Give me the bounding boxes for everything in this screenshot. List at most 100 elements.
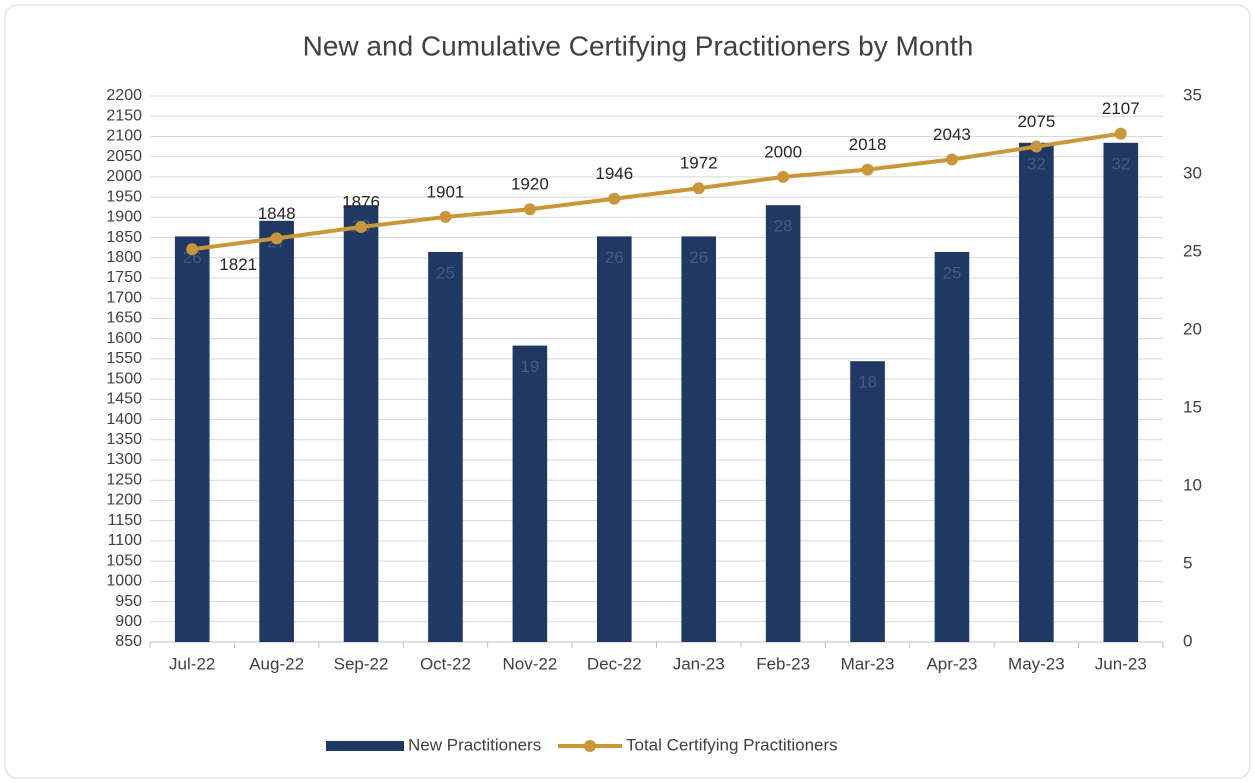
y-tick-label: 2150: [106, 107, 142, 124]
bar: [343, 205, 379, 642]
bar: [1019, 142, 1054, 643]
bar: [259, 220, 294, 643]
y-tick-label: 850: [115, 633, 142, 650]
legend-label: Total Certifying Practitioners: [626, 735, 838, 754]
y-tick-label: 1050: [106, 552, 142, 569]
x-tick-label: Sep-22: [334, 654, 389, 673]
line-marker: [608, 192, 621, 205]
bar-label: 18: [858, 373, 877, 392]
y-tick-label: 1450: [106, 391, 142, 408]
y-tick-label: 1150: [108, 512, 143, 529]
y-tick-label: 2100: [106, 128, 142, 145]
bar-label: 26: [689, 248, 708, 267]
y-tick-label: 2000: [106, 168, 142, 185]
y-tick-label: 1350: [106, 431, 142, 448]
y2-tick-label: 35: [1183, 85, 1202, 104]
line-marker: [439, 210, 452, 223]
line-marker: [1114, 127, 1127, 140]
y-tick-label: 1750: [106, 269, 142, 286]
y-tick-label: 1850: [106, 229, 142, 246]
line-marker: [861, 163, 874, 176]
y-tick-label: 1650: [106, 310, 142, 327]
y-tick-label: 1250: [106, 471, 142, 488]
y-tick-label: 1600: [106, 330, 142, 347]
line-marker: [270, 232, 283, 245]
y-tick-label: 2050: [106, 148, 142, 165]
y-tick-label: 1300: [106, 451, 142, 468]
bar-label: 25: [436, 263, 455, 282]
y-tick-label: 1400: [106, 411, 142, 428]
bar-label: 32: [1027, 154, 1046, 173]
y-tick-label: 1550: [106, 350, 142, 367]
line-marker: [523, 203, 536, 216]
x-tick-label: May-23: [1008, 654, 1065, 673]
line-label: 1972: [680, 154, 718, 173]
bar-label: 26: [605, 248, 624, 267]
line-label: 1876: [342, 193, 380, 212]
line-label: 1920: [511, 175, 549, 194]
line-marker: [186, 243, 199, 256]
bar: [428, 252, 463, 642]
line-marker: [692, 182, 705, 195]
line-label: 1946: [595, 164, 633, 183]
bar-label: 25: [942, 263, 961, 282]
y2-tick-label: 15: [1183, 397, 1202, 416]
bar-label: 32: [1111, 154, 1130, 173]
bar: [850, 361, 885, 642]
x-tick-label: Mar-23: [841, 654, 895, 673]
y2-tick-label: 20: [1183, 319, 1202, 338]
line-marker: [777, 170, 790, 183]
bar-label: 28: [774, 217, 793, 236]
bar: [512, 345, 548, 642]
line-marker: [945, 153, 958, 166]
y-tick-label: 2200: [106, 87, 142, 104]
y-tick-label: 1200: [106, 492, 142, 509]
x-tick-label: Jun-23: [1095, 654, 1147, 673]
y-tick-label: 900: [115, 613, 142, 630]
x-tick-label: Nov-22: [502, 654, 557, 673]
y-tick-label: 950: [115, 593, 142, 610]
line: [191, 131, 1122, 252]
bar: [934, 252, 970, 642]
y-tick-label: 1900: [106, 209, 142, 226]
line-label: 1901: [427, 182, 465, 201]
line-label: 2043: [933, 125, 971, 144]
y-tick-label: 1950: [106, 188, 142, 205]
line-label: 2000: [764, 142, 802, 161]
y-tick-label: 1000: [106, 573, 142, 590]
legend-label: New Practitioners: [408, 735, 541, 754]
y-tick-label: 1500: [106, 370, 142, 387]
x-tick-label: Dec-22: [587, 654, 642, 673]
bar: [596, 236, 632, 642]
line-marker: [1030, 140, 1043, 153]
y2-tick-label: 25: [1183, 241, 1202, 260]
bar: [681, 236, 717, 642]
bar: [765, 205, 801, 642]
line-label: 2075: [1017, 112, 1055, 131]
y2-tick-label: 10: [1183, 475, 1202, 494]
legend-swatch-marker: [584, 740, 596, 752]
legend-swatch: [326, 741, 404, 751]
y2-tick-label: 0: [1183, 631, 1192, 650]
line-label: 1848: [258, 204, 296, 223]
x-tick-label: Jul-22: [169, 654, 215, 673]
x-tick-label: Jan-23: [673, 654, 725, 673]
x-tick-label: Aug-22: [249, 654, 304, 673]
bar-label: 19: [520, 357, 539, 376]
x-tick-label: Feb-23: [756, 654, 810, 673]
chart-title: New and Cumulative Certifying Practition…: [303, 30, 974, 61]
bar: [174, 236, 210, 642]
y-tick-label: 1700: [106, 289, 142, 306]
x-tick-label: Apr-23: [926, 654, 977, 673]
line-label: 2107: [1102, 99, 1140, 118]
y2-tick-label: 30: [1183, 163, 1202, 182]
line-label: 2018: [849, 135, 887, 154]
y-tick-label: 1100: [108, 532, 143, 549]
bar: [1103, 142, 1139, 643]
y-tick-label: 1800: [106, 249, 142, 266]
line-marker: [355, 221, 368, 234]
x-tick-label: Oct-22: [420, 654, 471, 673]
line-label: 1821: [219, 255, 257, 274]
y2-tick-label: 5: [1183, 553, 1192, 572]
